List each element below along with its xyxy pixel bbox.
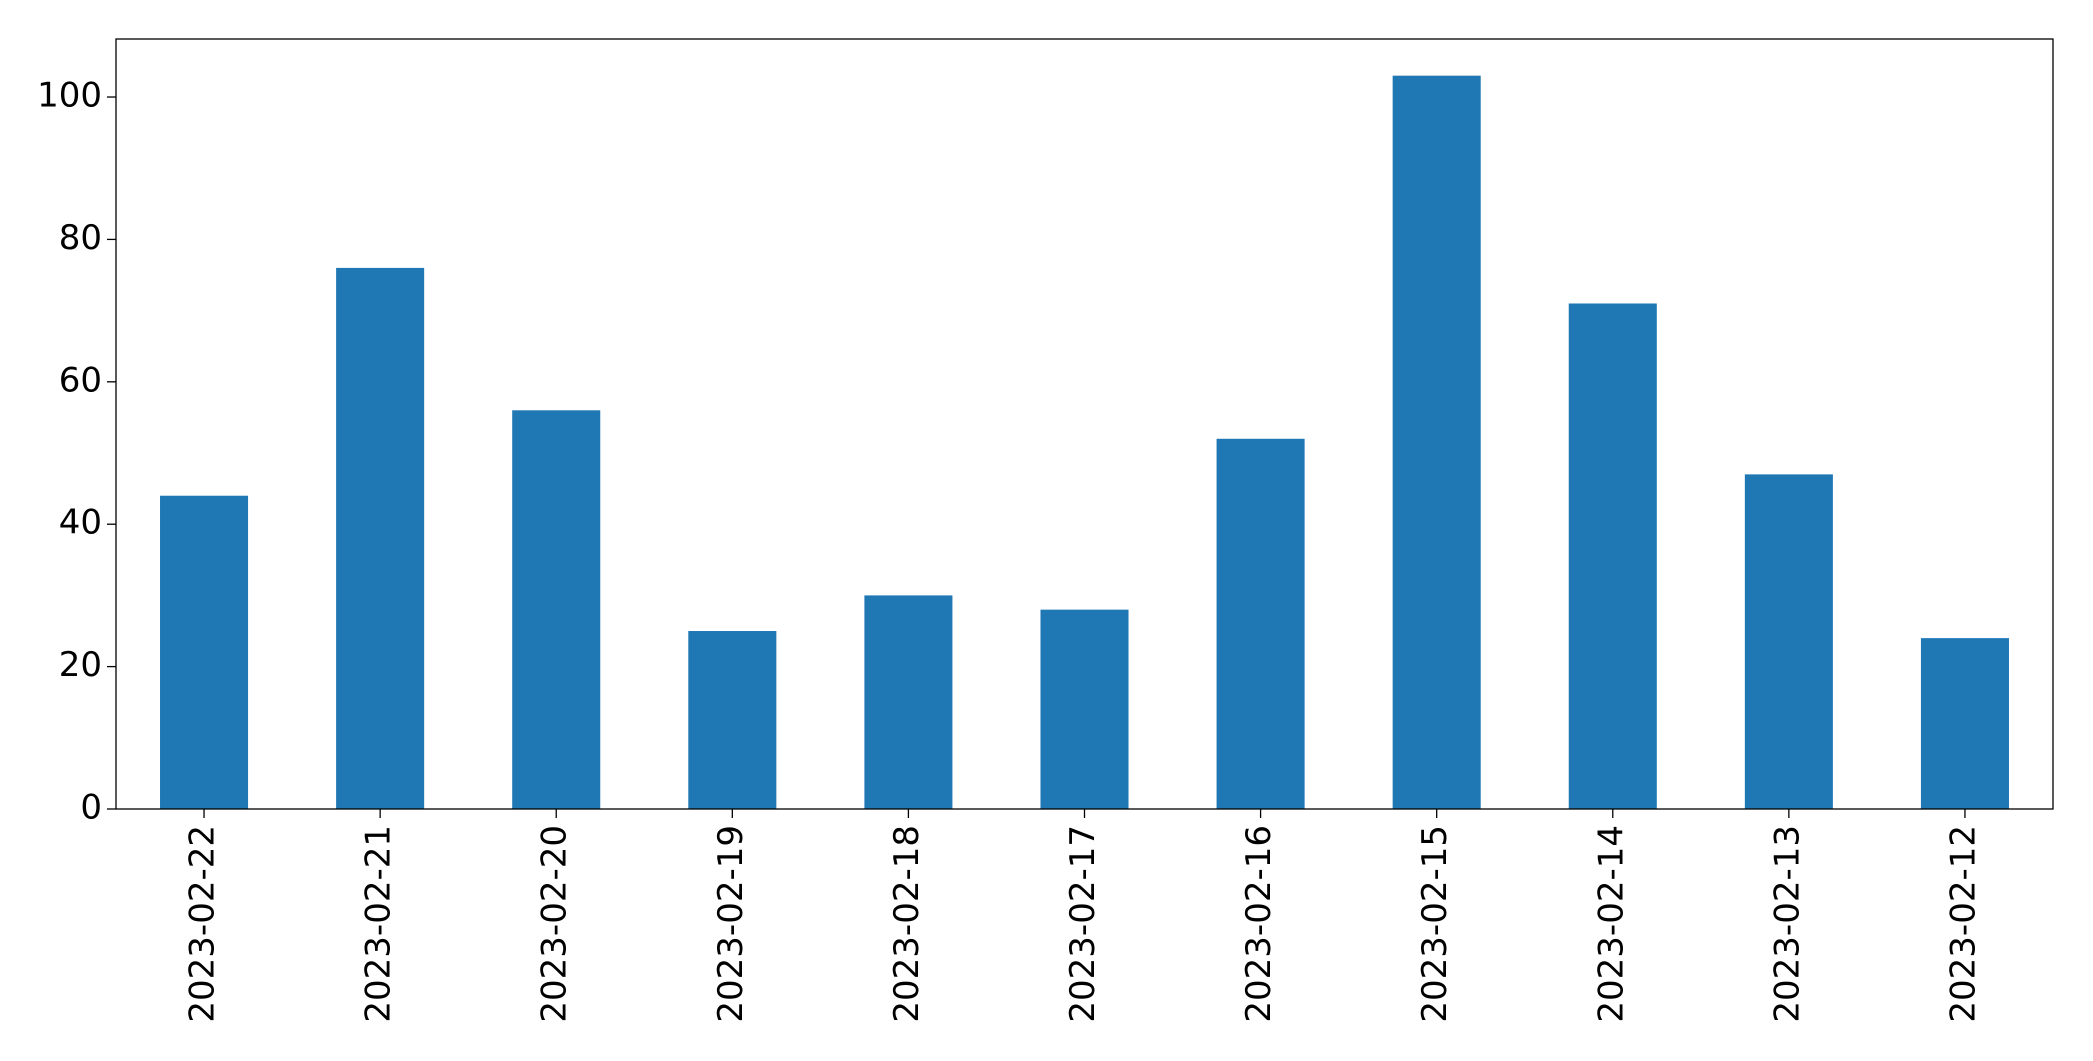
x-tick-label: 2023-02-21	[359, 825, 399, 1023]
x-tick-label: 2023-02-18	[887, 825, 927, 1023]
y-tick-label: 40	[59, 503, 102, 543]
y-tick-label: 0	[80, 788, 102, 828]
bar	[1216, 438, 1305, 809]
bar	[1040, 609, 1129, 809]
x-tick-label: 2023-02-22	[183, 825, 223, 1023]
bar	[688, 631, 777, 809]
x-tick-label: 2023-02-17	[1063, 825, 1103, 1023]
y-tick-label: 80	[59, 218, 102, 258]
bar	[864, 595, 953, 809]
bar	[160, 495, 249, 809]
x-tick-label: 2023-02-15	[1415, 825, 1455, 1023]
y-tick-label: 60	[59, 360, 102, 400]
bar	[1744, 474, 1833, 809]
bar	[1392, 75, 1481, 809]
y-tick-label: 20	[59, 645, 102, 685]
bar	[1568, 303, 1657, 809]
plot-frame	[115, 38, 2054, 810]
x-tick-label: 2023-02-14	[1591, 825, 1631, 1023]
x-tick-label: 2023-02-19	[711, 825, 751, 1023]
x-tick-label: 2023-02-13	[1767, 825, 1807, 1023]
y-tick-label: 100	[37, 76, 102, 116]
bar	[336, 267, 425, 810]
x-tick-label: 2023-02-12	[1943, 825, 1983, 1023]
x-tick-label: 2023-02-20	[535, 825, 575, 1023]
x-tick-label: 2023-02-16	[1239, 825, 1279, 1023]
bar	[1920, 638, 2009, 809]
bar	[512, 410, 601, 809]
